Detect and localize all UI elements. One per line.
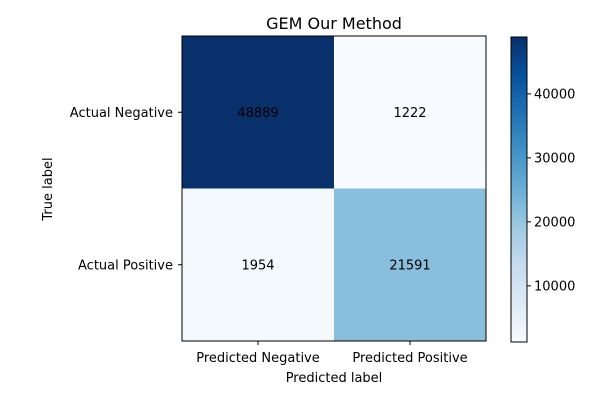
chart-title: GEM Our Method	[266, 14, 402, 33]
heatmap-cell-r1-c0	[182, 188, 334, 341]
x-tick-label: Predicted Negative	[196, 351, 320, 366]
colorbar	[510, 36, 528, 343]
heatmap-cell-r0-c1	[334, 36, 486, 189]
x-axis-ticks: Predicted Negative Predicted Positive	[196, 341, 468, 366]
plot-frame	[181, 35, 487, 342]
x-axis-label: Predicted label	[286, 371, 383, 386]
colorbar-tick-label: 40000	[534, 87, 575, 102]
colorbar-ticks: 10000 20000 30000 40000	[527, 87, 575, 294]
cell-value-r0-c0: 48889	[237, 106, 278, 121]
cell-value-r0-c1: 1222	[393, 106, 426, 121]
heatmap-cell-labels: 48889 1222 1954 21591	[237, 106, 430, 274]
colorbar-tick-label: 30000	[534, 151, 575, 166]
y-tick-label: Actual Negative	[70, 106, 173, 121]
y-axis-label: True label	[41, 157, 56, 221]
colorbar-tick-label: 20000	[534, 215, 575, 230]
x-tick-label: Predicted Positive	[352, 351, 467, 366]
y-axis-ticks: Actual Negative Actual Positive	[70, 106, 182, 273]
y-tick-label: Actual Positive	[78, 258, 173, 273]
cell-value-r1-c1: 21591	[389, 258, 430, 273]
colorbar-tick-label: 10000	[534, 279, 575, 294]
heatmap-cell-r0-c0	[182, 36, 334, 189]
heatmap-cell-r1-c1	[334, 188, 486, 341]
heatmap-cells	[182, 36, 486, 341]
cell-value-r1-c0: 1954	[241, 258, 274, 273]
